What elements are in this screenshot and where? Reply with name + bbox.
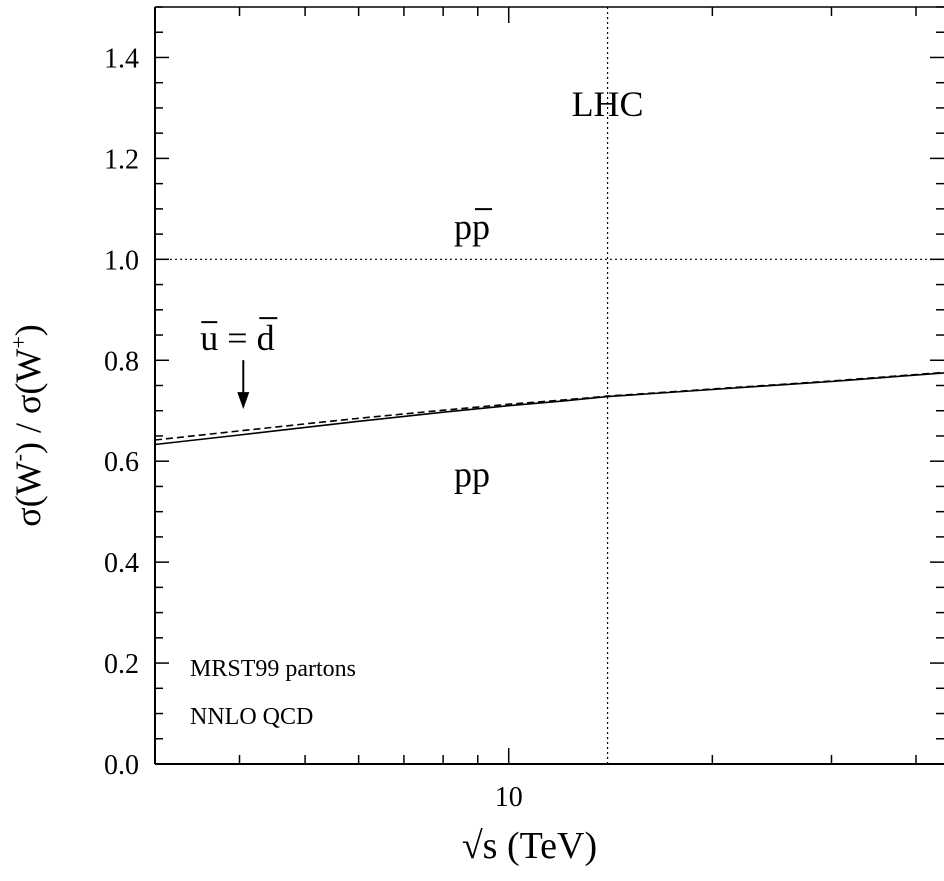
equals-sign: = (218, 318, 256, 358)
y-tick-label: 0.6 (104, 447, 139, 478)
y-tick-label: 1.4 (104, 43, 139, 74)
plot-frame (154, 6, 944, 765)
y-axis-title-plus: + (6, 336, 31, 348)
y-axis-title-base: σ(W (8, 461, 48, 526)
series-layer (154, 371, 944, 446)
ppbar-label-pbar: p (472, 207, 490, 247)
series-line-solid (154, 372, 944, 446)
y-axis-title-end: ) (8, 324, 48, 336)
info-line-partons: MRST99 partons (190, 656, 356, 682)
series-line-dashed (154, 371, 944, 441)
svg-text:pp: pp (454, 207, 490, 247)
y-axis-title: σ(W-) / σ(W+) (6, 324, 48, 527)
ubar-char: u (200, 318, 218, 358)
y-tick-label: 0.4 (104, 548, 139, 579)
y-tick-label: 1.0 (104, 245, 139, 276)
ppbar-label-p: p (454, 207, 472, 247)
y-tick-labels: 0.0 0.2 0.4 0.6 0.8 1.0 1.2 1.4 (104, 43, 139, 781)
axis-ticks (154, 6, 944, 765)
y-axis-title-minus: - (6, 454, 31, 461)
arrow-head (237, 392, 250, 410)
info-line-order: NNLO QCD (190, 704, 313, 730)
reference-lines (155, 7, 944, 764)
x-tick-label: 10 (495, 782, 523, 813)
ppbar-label: pp (454, 207, 492, 247)
pp-label: pp (454, 454, 490, 494)
y-tick-label: 0.8 (104, 346, 139, 377)
lhc-label: LHC (572, 84, 644, 124)
y-tick-label: 0.0 (104, 750, 139, 781)
x-tick-labels: 10 (495, 782, 523, 813)
dbar-char: d (257, 318, 275, 358)
y-tick-label: 1.2 (104, 144, 139, 175)
y-tick-label: 0.2 (104, 649, 139, 680)
x-axis-title: √s (TeV) (462, 825, 597, 867)
y-axis-title-mid: ) / σ(W (8, 349, 48, 454)
ubar-equals-dbar-label: u = d (200, 317, 278, 410)
svg-text:u = d: u = d (200, 318, 274, 358)
